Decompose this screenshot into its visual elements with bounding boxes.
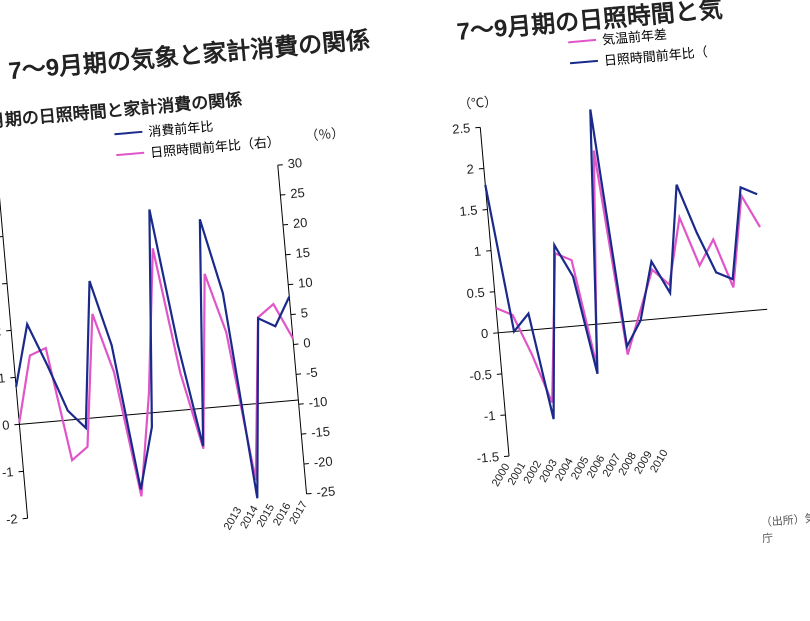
svg-text:2: 2 [466, 161, 475, 177]
svg-text:0: 0 [480, 326, 489, 342]
svg-text:20: 20 [292, 215, 308, 231]
svg-text:-5: -5 [305, 364, 318, 380]
svg-text:0: 0 [303, 335, 312, 351]
main-title-left: 7～9月期の気象と家計消費の関係 [7, 20, 371, 86]
chart-right: -1.5-1-0.500.511.522.5200020012002200320… [424, 77, 810, 550]
svg-text:2017: 2017 [287, 499, 310, 526]
svg-text:15: 15 [295, 245, 311, 261]
legend-swatch-magenta [568, 38, 596, 42]
svg-text:0: 0 [2, 417, 11, 433]
svg-text:1.5: 1.5 [459, 202, 478, 219]
svg-text:30: 30 [287, 155, 303, 171]
svg-text:-25: -25 [316, 483, 336, 500]
svg-text:-15: -15 [311, 424, 331, 441]
svg-text:-1.5: -1.5 [476, 449, 500, 466]
source-note: （出所）気象庁 [760, 508, 810, 546]
svg-text:-0.5: -0.5 [469, 367, 493, 384]
svg-text:-2: -2 [5, 511, 18, 527]
svg-text:2.5: 2.5 [452, 120, 471, 137]
svg-text:5: 5 [300, 305, 309, 321]
svg-text:-10: -10 [308, 394, 328, 411]
svg-text:25: 25 [290, 185, 306, 201]
svg-text:-1: -1 [1, 464, 14, 480]
legend-swatch-navy [114, 130, 142, 134]
legend-swatch-magenta [116, 151, 144, 155]
svg-text:10: 10 [298, 275, 314, 291]
svg-text:2: 2 [0, 323, 2, 339]
svg-text:0.5: 0.5 [466, 285, 485, 302]
rotated-page: 7～9月期の気象と家計消費の関係 -9月期の日照時間と家計消費の関係 7～9月期… [0, 0, 810, 619]
svg-text:-1: -1 [483, 408, 496, 424]
chart-left: -2-1012345-25-20-15-10-50510152025302013… [0, 138, 393, 601]
svg-text:1: 1 [0, 370, 6, 386]
svg-text:-20: -20 [313, 454, 333, 471]
svg-text:2010: 2010 [648, 448, 671, 475]
legend-swatch-navy [570, 59, 598, 63]
svg-text:1: 1 [473, 244, 482, 260]
